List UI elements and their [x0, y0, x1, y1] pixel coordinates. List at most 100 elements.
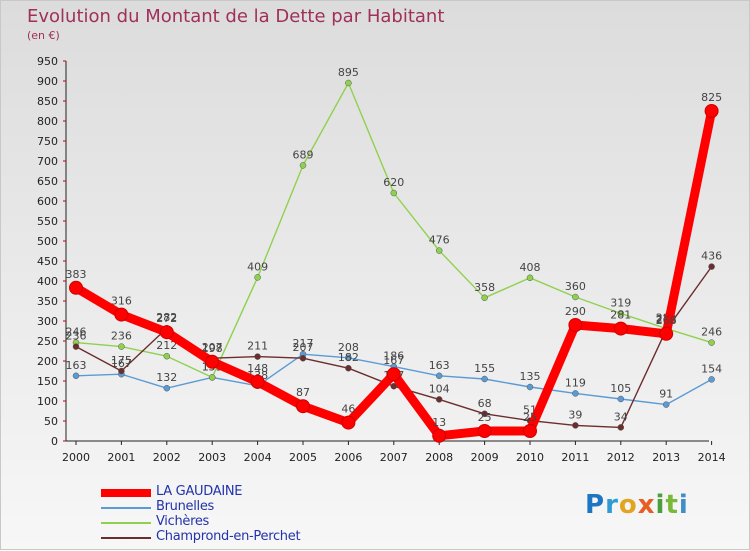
y-tick-label: 450 — [37, 255, 58, 268]
y-tick-label: 50 — [44, 415, 58, 428]
data-point-1 — [572, 390, 579, 397]
data-point-2 — [208, 374, 216, 381]
chart-subtitle: (en €) — [27, 29, 60, 42]
data-point-2 — [526, 274, 534, 282]
y-tick-label: 550 — [37, 215, 58, 228]
data-point-0 — [432, 428, 447, 443]
data-label-2: 409 — [247, 260, 268, 273]
x-tick-label: 2004 — [244, 451, 272, 464]
data-point-0 — [613, 321, 628, 336]
data-label-1: 105 — [610, 382, 631, 395]
data-point-2 — [481, 294, 488, 302]
data-label-0: 272 — [156, 312, 177, 325]
data-point-2 — [708, 339, 715, 346]
data-label-3: 207 — [202, 341, 223, 354]
data-label-1: 155 — [474, 362, 495, 375]
legend-label: Champrond-en-Perchet — [156, 529, 301, 544]
x-tick-label: 2001 — [107, 451, 135, 464]
data-point-3 — [572, 422, 579, 429]
x-tick-label: 2005 — [289, 451, 317, 464]
legend-swatch — [101, 537, 151, 539]
data-label-0: 167 — [383, 354, 404, 367]
data-label-2: 408 — [520, 261, 541, 274]
data-point-3 — [617, 424, 625, 431]
y-tick-label: 400 — [37, 275, 58, 288]
data-label-0: 281 — [610, 309, 631, 322]
y-tick-label: 300 — [37, 315, 58, 328]
data-label-2: 360 — [565, 280, 586, 293]
data-point-1 — [617, 395, 625, 403]
data-label-1: 163 — [66, 359, 87, 372]
data-point-1 — [72, 372, 80, 380]
legend-label: Vichères — [156, 514, 210, 529]
data-point-2 — [390, 189, 398, 197]
data-point-1 — [163, 384, 171, 392]
data-point-0 — [205, 354, 220, 369]
data-label-2: 246 — [701, 326, 722, 339]
data-label-3: 175 — [111, 354, 132, 367]
data-point-0 — [477, 424, 492, 438]
x-tick-label: 2009 — [471, 451, 499, 464]
data-point-0 — [523, 424, 537, 438]
data-point-0 — [386, 367, 401, 382]
x-tick-label: 2002 — [153, 451, 181, 464]
data-point-2 — [572, 293, 579, 301]
data-label-3: 436 — [701, 250, 722, 263]
data-point-0 — [69, 280, 83, 295]
data-label-2: 212 — [156, 339, 177, 352]
y-tick-label: 350 — [37, 295, 58, 308]
data-point-3 — [435, 396, 443, 403]
data-label-2: 236 — [111, 330, 132, 343]
data-label-0: 825 — [701, 91, 722, 104]
data-label-2: 358 — [474, 281, 495, 294]
data-label-0: 268 — [656, 314, 677, 327]
data-label-3: 104 — [429, 382, 450, 395]
legend-swatch — [101, 489, 151, 497]
y-tick-label: 750 — [37, 135, 58, 148]
data-point-2 — [345, 79, 352, 87]
data-label-2: 246 — [66, 326, 87, 339]
y-tick-label: 650 — [37, 175, 58, 188]
data-label-1: 163 — [429, 359, 450, 372]
data-point-0 — [704, 104, 719, 118]
data-label-3: 182 — [338, 351, 359, 364]
y-tick-label: 500 — [37, 235, 58, 248]
data-label-2: 319 — [610, 296, 631, 309]
data-point-3 — [299, 354, 307, 362]
data-label-0: 25 — [478, 411, 492, 424]
data-label-0: 87 — [296, 386, 310, 399]
data-point-1 — [345, 354, 352, 362]
data-label-3: 207 — [293, 341, 314, 354]
x-tick-label: 2000 — [62, 451, 90, 464]
data-point-1 — [526, 383, 534, 391]
y-tick-label: 600 — [37, 195, 58, 208]
data-point-2 — [435, 247, 443, 254]
data-point-1 — [435, 372, 443, 380]
data-label-2: 895 — [338, 66, 359, 79]
x-tick-label: 2012 — [607, 451, 635, 464]
proxiti-logo: Proxiti — [585, 490, 689, 520]
data-point-3 — [254, 353, 261, 360]
data-label-0: 316 — [111, 295, 132, 308]
data-label-3: 211 — [247, 340, 268, 353]
data-point-3 — [390, 382, 398, 390]
data-point-0 — [250, 374, 265, 389]
data-point-0 — [341, 415, 356, 430]
data-label-1: 91 — [659, 388, 673, 401]
data-label-1: 119 — [565, 376, 586, 389]
data-point-1 — [708, 376, 715, 383]
y-tick-label: 150 — [37, 375, 58, 388]
y-tick-label: 100 — [37, 395, 58, 408]
data-label-1: 132 — [156, 371, 177, 384]
data-label-3: 68 — [478, 397, 492, 410]
legend-swatch — [101, 522, 151, 524]
data-label-0: 46 — [341, 403, 355, 416]
data-point-2 — [254, 274, 261, 281]
data-label-1: 135 — [520, 370, 541, 383]
data-label-3: 282 — [156, 311, 177, 324]
data-label-3: 34 — [614, 410, 628, 423]
data-point-2 — [118, 343, 125, 350]
legend-swatch — [101, 507, 151, 509]
x-tick-label: 2008 — [425, 451, 453, 464]
